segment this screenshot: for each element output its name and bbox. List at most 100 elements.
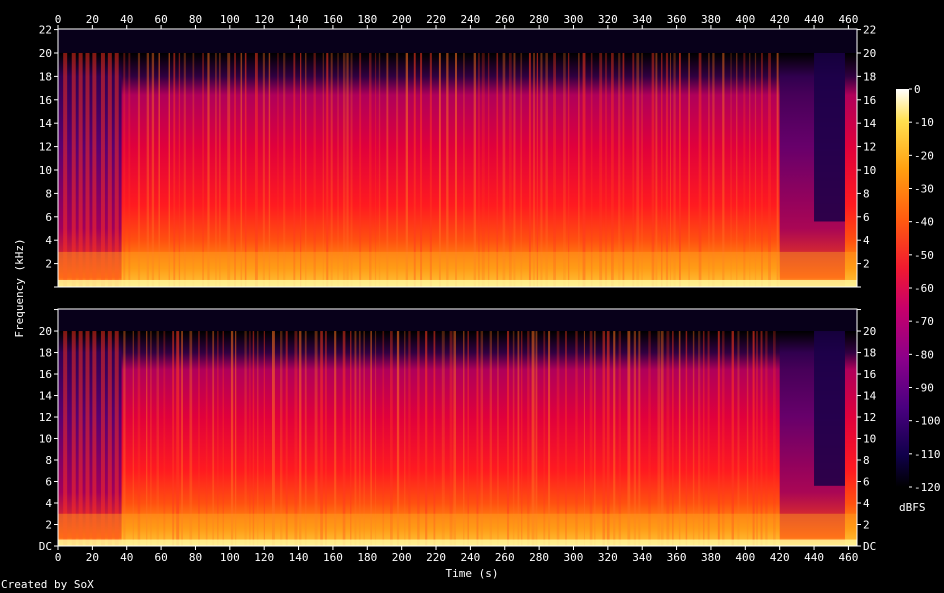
transient-line xyxy=(163,331,166,546)
x-tick-label: 300 xyxy=(564,13,584,26)
transient-line xyxy=(244,331,247,546)
colorbar-tick-label: -10 xyxy=(914,116,934,129)
onset-burst xyxy=(78,331,83,546)
x-axis-label: Time (s) xyxy=(445,567,499,580)
transient-line xyxy=(337,52,339,288)
onset-burst xyxy=(71,52,76,288)
transient-line xyxy=(722,52,725,288)
x-tick-label: 400 xyxy=(735,551,755,564)
transient-line xyxy=(403,331,406,546)
channel-2-panel: DC DC 2 2 4 4 6 6 8 8 10 10 12 12 14 14 16 16 18 18 20 20 xyxy=(39,308,877,553)
transient-line xyxy=(181,331,183,546)
transient-line xyxy=(749,52,751,288)
transient-line xyxy=(613,331,616,546)
transient-line xyxy=(235,331,237,546)
transient-line xyxy=(240,52,243,288)
x-tick-label: 100 xyxy=(220,551,240,564)
transient-line xyxy=(528,52,531,288)
transient-line xyxy=(128,52,131,288)
onset-burst xyxy=(100,52,105,288)
y-tick-label: 16 xyxy=(39,94,52,107)
transient-line xyxy=(168,52,170,288)
x-tick-label: 460 xyxy=(838,551,858,564)
y-tick-label: 6 xyxy=(45,211,52,224)
transient-line xyxy=(773,331,776,546)
x-tick-label: 440 xyxy=(804,13,824,26)
transient-line xyxy=(752,331,755,546)
x-tick-label: 0 xyxy=(55,13,62,26)
x-tick-label: 160 xyxy=(323,13,343,26)
transient-line xyxy=(334,331,337,546)
transient-line xyxy=(531,331,535,546)
onset-burst xyxy=(100,331,105,546)
transient-line xyxy=(513,52,516,288)
y-tick-label: 14 xyxy=(863,390,877,403)
transient-line xyxy=(293,52,296,288)
transient-line xyxy=(489,331,492,546)
transient-line xyxy=(632,52,635,288)
fade-dark-region xyxy=(814,52,845,222)
y-tick-label: 2 xyxy=(863,258,870,271)
y-tick-label: DC xyxy=(863,540,876,553)
x-tick-label: 240 xyxy=(460,551,480,564)
transient-line xyxy=(262,52,265,288)
transient-line xyxy=(322,52,324,288)
transient-line xyxy=(722,331,725,546)
y-tick-label: 20 xyxy=(39,325,52,338)
x-tick-label: 380 xyxy=(701,551,721,564)
colorbar-tick-label: -120 xyxy=(914,481,941,494)
onset-burst xyxy=(71,331,76,546)
transient-line xyxy=(746,331,749,546)
transient-line xyxy=(594,331,596,546)
y-tick-label: 22 xyxy=(863,24,876,37)
transient-line xyxy=(227,52,231,288)
y-tick-label: 2 xyxy=(45,258,52,271)
transient-line xyxy=(651,52,655,288)
transient-line xyxy=(455,52,458,288)
transient-line xyxy=(382,331,385,546)
transient-line xyxy=(502,52,506,288)
transient-line xyxy=(737,331,740,546)
x-tick-label: 20 xyxy=(86,13,99,26)
transient-line xyxy=(374,52,377,288)
transient-line xyxy=(230,331,234,546)
onset-burst xyxy=(78,52,83,288)
transient-line xyxy=(263,331,265,546)
transient-line xyxy=(606,331,610,546)
y-tick-label: 18 xyxy=(863,347,876,360)
transient-line xyxy=(374,331,377,546)
dc-band xyxy=(58,279,857,287)
transient-line xyxy=(358,331,361,546)
transient-line xyxy=(497,331,499,546)
transient-line xyxy=(553,52,556,288)
transient-line xyxy=(641,52,643,288)
transient-line xyxy=(299,331,302,546)
colorbar-tick-label: -110 xyxy=(914,448,941,461)
y-tick-label: 14 xyxy=(863,117,877,130)
x-tick-label: 420 xyxy=(770,551,790,564)
y-tick-label: 10 xyxy=(863,433,876,446)
transient-line xyxy=(760,331,763,546)
transient-line xyxy=(378,52,381,288)
x-tick-label: 340 xyxy=(632,13,652,26)
transient-line xyxy=(476,331,479,546)
y-tick-label: 12 xyxy=(863,141,876,154)
y-tick-label: 4 xyxy=(45,497,52,510)
fade-dark-region xyxy=(814,331,845,486)
x-tick-label: 440 xyxy=(804,551,824,564)
x-tick-label: 140 xyxy=(289,551,309,564)
transient-line xyxy=(633,331,637,546)
x-tick-label: 100 xyxy=(220,13,240,26)
x-tick-label: 180 xyxy=(357,551,377,564)
transient-line xyxy=(453,331,457,546)
transient-line xyxy=(618,331,622,546)
x-tick-label: 260 xyxy=(495,13,515,26)
transient-line xyxy=(702,331,705,546)
transient-line xyxy=(359,52,362,288)
transient-line xyxy=(730,52,732,288)
x-tick-label: 180 xyxy=(357,13,377,26)
transient-line xyxy=(636,52,640,288)
transient-line xyxy=(765,331,768,546)
transient-line xyxy=(441,331,445,546)
transient-line xyxy=(582,52,586,288)
